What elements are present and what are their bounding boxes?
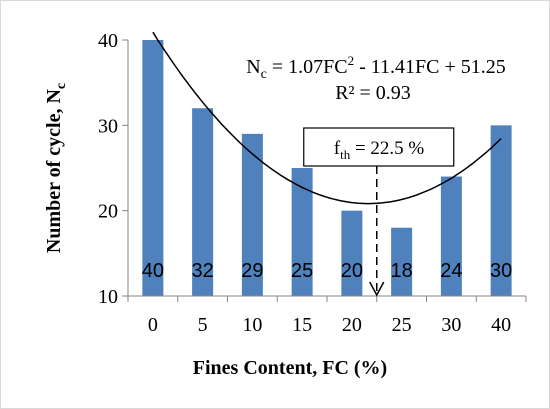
trendline-r2: R² = 0.93 — [335, 82, 411, 104]
data-label: 18 — [391, 260, 413, 282]
data-label: 20 — [341, 260, 363, 282]
threshold-label: fth = 22.5 % — [334, 138, 425, 162]
y-tick-label: 30 — [98, 115, 118, 137]
y-tick-label: 40 — [98, 30, 118, 52]
bar — [440, 176, 462, 296]
data-label: 40 — [142, 260, 164, 282]
x-tick-label: 15 — [292, 314, 312, 336]
bar — [142, 40, 164, 296]
bar — [490, 125, 512, 296]
data-label: 24 — [440, 260, 462, 282]
bar — [241, 133, 263, 296]
data-label: 29 — [241, 260, 263, 282]
x-tick-label: 10 — [242, 314, 262, 336]
y-tick-label: 20 — [98, 201, 118, 223]
x-tick-label: 5 — [198, 314, 208, 336]
trendline-curve — [152, 31, 502, 205]
bar — [391, 227, 413, 296]
bar — [291, 168, 313, 296]
bar — [341, 210, 363, 296]
x-tick-label: 40 — [491, 314, 511, 336]
bar — [192, 108, 214, 297]
data-label: 25 — [291, 260, 313, 282]
trendline-equation: Nc = 1.07FC2 - 11.41FC + 51.25 — [246, 53, 506, 82]
y-axis-title: Number of cycle, Nc — [43, 83, 69, 253]
data-label: 30 — [490, 260, 512, 282]
x-axis-title: Fines Content, FC (%) — [193, 357, 387, 379]
x-tick-label: 25 — [392, 314, 412, 336]
x-tick-label: 20 — [342, 314, 362, 336]
x-tick-label: 0 — [148, 314, 158, 336]
x-tick-label: 30 — [441, 314, 461, 336]
data-label: 32 — [192, 260, 214, 282]
threshold-arrow — [369, 281, 385, 297]
y-tick-label: 10 — [98, 286, 118, 308]
threshold-label-box — [303, 127, 455, 167]
